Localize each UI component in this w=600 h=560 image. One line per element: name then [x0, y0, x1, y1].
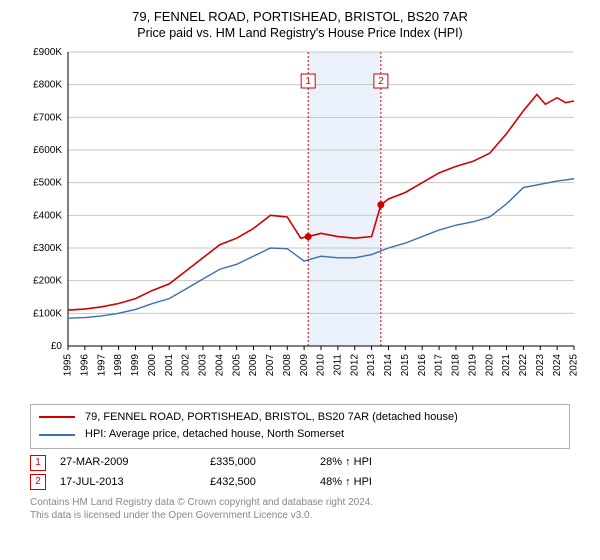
legend-row-property: 79, FENNEL ROAD, PORTISHEAD, BRISTOL, BS… [39, 409, 561, 427]
legend-label-property: 79, FENNEL ROAD, PORTISHEAD, BRISTOL, BS… [85, 409, 458, 427]
svg-text:2025: 2025 [569, 353, 580, 376]
sale-row-1: 1 27-MAR-2009 £335,000 28% ↑ HPI [30, 453, 570, 473]
svg-text:2012: 2012 [349, 353, 360, 376]
svg-text:£100K: £100K [33, 308, 62, 319]
svg-text:2004: 2004 [214, 353, 225, 376]
svg-text:2020: 2020 [484, 353, 495, 376]
svg-text:£0: £0 [51, 341, 63, 352]
sale-marker-2: 2 [30, 474, 46, 490]
svg-text:2: 2 [378, 76, 384, 87]
svg-text:£700K: £700K [33, 112, 62, 123]
svg-text:2005: 2005 [231, 353, 242, 376]
svg-text:2007: 2007 [265, 353, 276, 376]
svg-text:£900K: £900K [33, 47, 62, 58]
svg-text:1996: 1996 [80, 353, 91, 376]
svg-text:2021: 2021 [501, 353, 512, 376]
sale-date-1: 27-MAR-2009 [60, 453, 210, 473]
svg-text:2015: 2015 [400, 353, 411, 376]
svg-text:2017: 2017 [434, 353, 445, 376]
legend: 79, FENNEL ROAD, PORTISHEAD, BRISTOL, BS… [30, 404, 570, 449]
svg-text:1: 1 [305, 76, 311, 87]
svg-text:2010: 2010 [316, 353, 327, 376]
svg-text:2001: 2001 [164, 353, 175, 376]
svg-text:2019: 2019 [467, 353, 478, 376]
footer-line2: This data is licensed under the Open Gov… [30, 509, 570, 522]
svg-text:2022: 2022 [518, 353, 529, 376]
legend-row-hpi: HPI: Average price, detached house, Nort… [39, 426, 561, 444]
svg-text:2018: 2018 [451, 353, 462, 376]
svg-text:£800K: £800K [33, 79, 62, 90]
legend-swatch-hpi [39, 434, 75, 436]
page-root: 79, FENNEL ROAD, PORTISHEAD, BRISTOL, BS… [0, 0, 600, 560]
svg-text:2011: 2011 [333, 353, 344, 375]
svg-text:2024: 2024 [552, 353, 563, 376]
svg-text:2013: 2013 [366, 353, 377, 376]
sale-price-2: £432,500 [210, 473, 320, 493]
svg-text:2008: 2008 [282, 353, 293, 376]
sale-date-2: 17-JUL-2013 [60, 473, 210, 493]
chart-container: £0 £100K £200K £300K £400K £500K £600K £700K £80… [20, 46, 580, 396]
sale-delta-2: 48% ↑ HPI [320, 473, 372, 493]
svg-text:2023: 2023 [535, 353, 546, 376]
svg-text:£400K: £400K [33, 210, 62, 221]
svg-text:1999: 1999 [130, 353, 141, 376]
sale-delta-1: 28% ↑ HPI [320, 453, 372, 473]
sales-table: 1 27-MAR-2009 £335,000 28% ↑ HPI 2 17-JU… [30, 453, 570, 493]
svg-text:2002: 2002 [181, 353, 192, 376]
footer-line1: Contains HM Land Registry data © Crown c… [30, 496, 570, 509]
svg-text:£200K: £200K [33, 275, 62, 286]
svg-text:1997: 1997 [96, 353, 107, 376]
svg-text:2009: 2009 [299, 353, 310, 376]
svg-text:1998: 1998 [113, 353, 124, 376]
svg-text:2006: 2006 [248, 353, 259, 376]
sale-marker-1-num: 1 [35, 454, 41, 472]
svg-text:2003: 2003 [198, 353, 209, 376]
sale-price-1: £335,000 [210, 453, 320, 473]
svg-text:£300K: £300K [33, 243, 62, 254]
svg-text:2014: 2014 [383, 353, 394, 376]
sale-marker-2-num: 2 [35, 473, 41, 491]
legend-swatch-property [39, 416, 75, 418]
chart-title-line2: Price paid vs. HM Land Registry's House … [10, 26, 590, 40]
legend-label-hpi: HPI: Average price, detached house, Nort… [85, 426, 344, 444]
chart-title-line1: 79, FENNEL ROAD, PORTISHEAD, BRISTOL, BS… [10, 8, 590, 26]
svg-text:1995: 1995 [63, 353, 74, 376]
svg-text:2016: 2016 [417, 353, 428, 376]
svg-text:£600K: £600K [33, 145, 62, 156]
svg-text:£500K: £500K [33, 177, 62, 188]
sale-marker-1: 1 [30, 455, 46, 471]
price-chart: £0 £100K £200K £300K £400K £500K £600K £700K £80… [20, 46, 580, 396]
footer: Contains HM Land Registry data © Crown c… [30, 496, 570, 522]
svg-text:2000: 2000 [147, 353, 158, 376]
sale-row-2: 2 17-JUL-2013 £432,500 48% ↑ HPI [30, 473, 570, 493]
